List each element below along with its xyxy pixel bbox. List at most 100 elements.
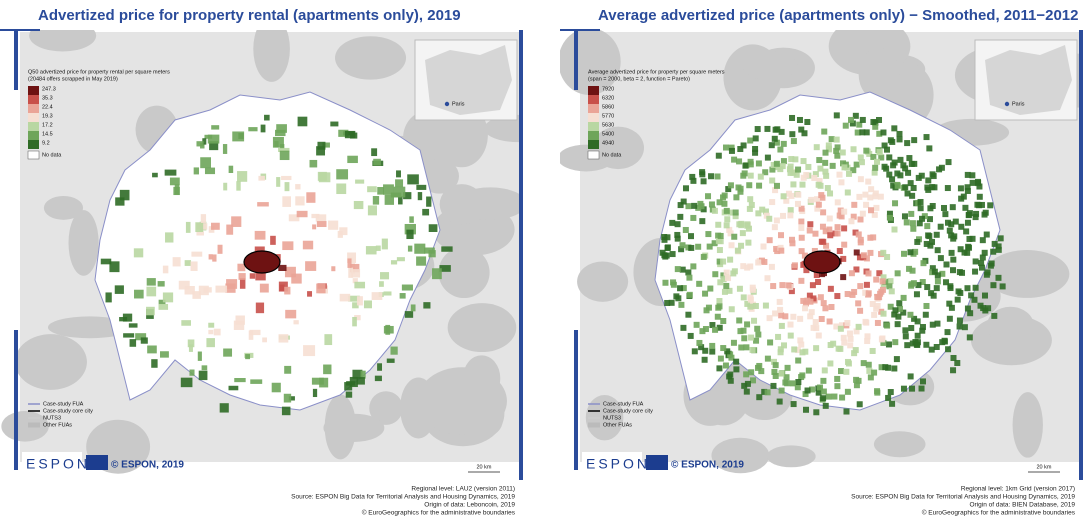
map-cell — [777, 299, 783, 305]
map-cell — [882, 364, 888, 370]
map-cell — [886, 154, 892, 160]
map-cell — [709, 349, 715, 355]
other-fua — [874, 431, 926, 457]
map-cell — [849, 270, 855, 276]
map-cell — [823, 150, 829, 156]
map-cell — [206, 338, 215, 347]
map-cell — [741, 328, 747, 334]
map-cell — [105, 292, 111, 302]
map-cell — [686, 275, 692, 281]
map-cell — [888, 389, 894, 395]
map-cell — [965, 306, 971, 312]
map-cell — [715, 222, 721, 228]
map-cell — [880, 129, 886, 135]
map-cell — [857, 308, 863, 314]
map-cell — [750, 287, 756, 293]
map-cell — [841, 242, 847, 248]
map-cell — [797, 117, 803, 123]
map-cell — [789, 237, 795, 243]
map-cell — [284, 287, 290, 295]
map-cell — [929, 347, 935, 353]
map-cell — [910, 220, 916, 226]
map-cell — [886, 341, 892, 347]
map-cell — [718, 233, 724, 239]
map-cell — [690, 263, 696, 269]
map-cell — [817, 166, 823, 172]
map-cell — [371, 148, 377, 156]
map-cell — [218, 245, 223, 254]
map-cell — [687, 292, 693, 298]
map-cell — [402, 285, 413, 291]
map-cell — [798, 342, 804, 348]
map-cell — [874, 159, 880, 165]
map-cell — [741, 335, 747, 341]
map-cell — [838, 326, 844, 332]
map-cell — [891, 365, 897, 371]
map-cell — [163, 292, 173, 302]
map-cell — [927, 205, 933, 211]
map-cell — [878, 194, 884, 200]
map-cell — [170, 178, 180, 186]
map-cell — [702, 348, 708, 354]
map-cell — [763, 303, 769, 309]
map-cell — [848, 117, 854, 123]
map-cell — [947, 228, 953, 234]
map-cell — [747, 196, 753, 202]
map-cell — [165, 170, 177, 176]
accent-bar — [14, 330, 18, 470]
map-cell — [973, 285, 979, 291]
map-cell — [979, 265, 985, 271]
map-cell — [984, 232, 990, 238]
map-cell — [798, 127, 804, 133]
map-cell — [331, 266, 335, 271]
map-cell — [911, 280, 917, 286]
map-cell — [827, 360, 833, 366]
map-cell — [717, 279, 723, 285]
map-cell — [946, 159, 952, 165]
map-cell — [285, 182, 290, 191]
map-cell — [407, 174, 419, 184]
map-cell — [814, 144, 820, 150]
map-cell — [870, 119, 876, 125]
map-cell — [661, 252, 667, 258]
accent-bar — [14, 30, 18, 90]
inset-land — [425, 45, 512, 115]
accent-bar — [574, 30, 578, 90]
map-cell — [181, 320, 191, 326]
map-cell — [699, 218, 705, 224]
map-cell — [712, 327, 718, 333]
map-cell — [699, 203, 705, 209]
map-cell — [130, 339, 137, 347]
map-cell — [777, 147, 783, 153]
map-cell — [976, 184, 982, 190]
map-cell — [250, 273, 255, 278]
map-cell — [134, 290, 144, 299]
map-cell — [924, 241, 930, 247]
map-cell — [908, 325, 914, 331]
map-cell — [995, 275, 1001, 281]
other-fua — [1013, 392, 1043, 458]
map-cell — [925, 177, 931, 183]
map-cell — [236, 316, 245, 325]
source-line: © EuroGeographics for the administrative… — [922, 509, 1076, 517]
map-cell — [761, 244, 767, 250]
map-cell — [885, 395, 891, 401]
map-cell — [915, 318, 921, 324]
eu-flag — [646, 455, 668, 470]
map-cell — [955, 297, 961, 303]
map-cell — [864, 282, 870, 288]
map-cell — [979, 202, 985, 208]
inset-land — [985, 45, 1072, 115]
map-cell — [163, 266, 168, 274]
map-cell — [718, 356, 724, 362]
map-cell — [789, 131, 795, 137]
map-cell — [248, 127, 257, 131]
map-cell — [737, 189, 743, 195]
map-cell — [250, 379, 262, 384]
legend-break: 19.3 — [42, 113, 53, 119]
map-cell — [151, 359, 157, 368]
map-cell — [819, 316, 825, 322]
map-cell — [716, 298, 722, 304]
map-cell — [379, 281, 384, 287]
map-cell — [685, 269, 691, 275]
